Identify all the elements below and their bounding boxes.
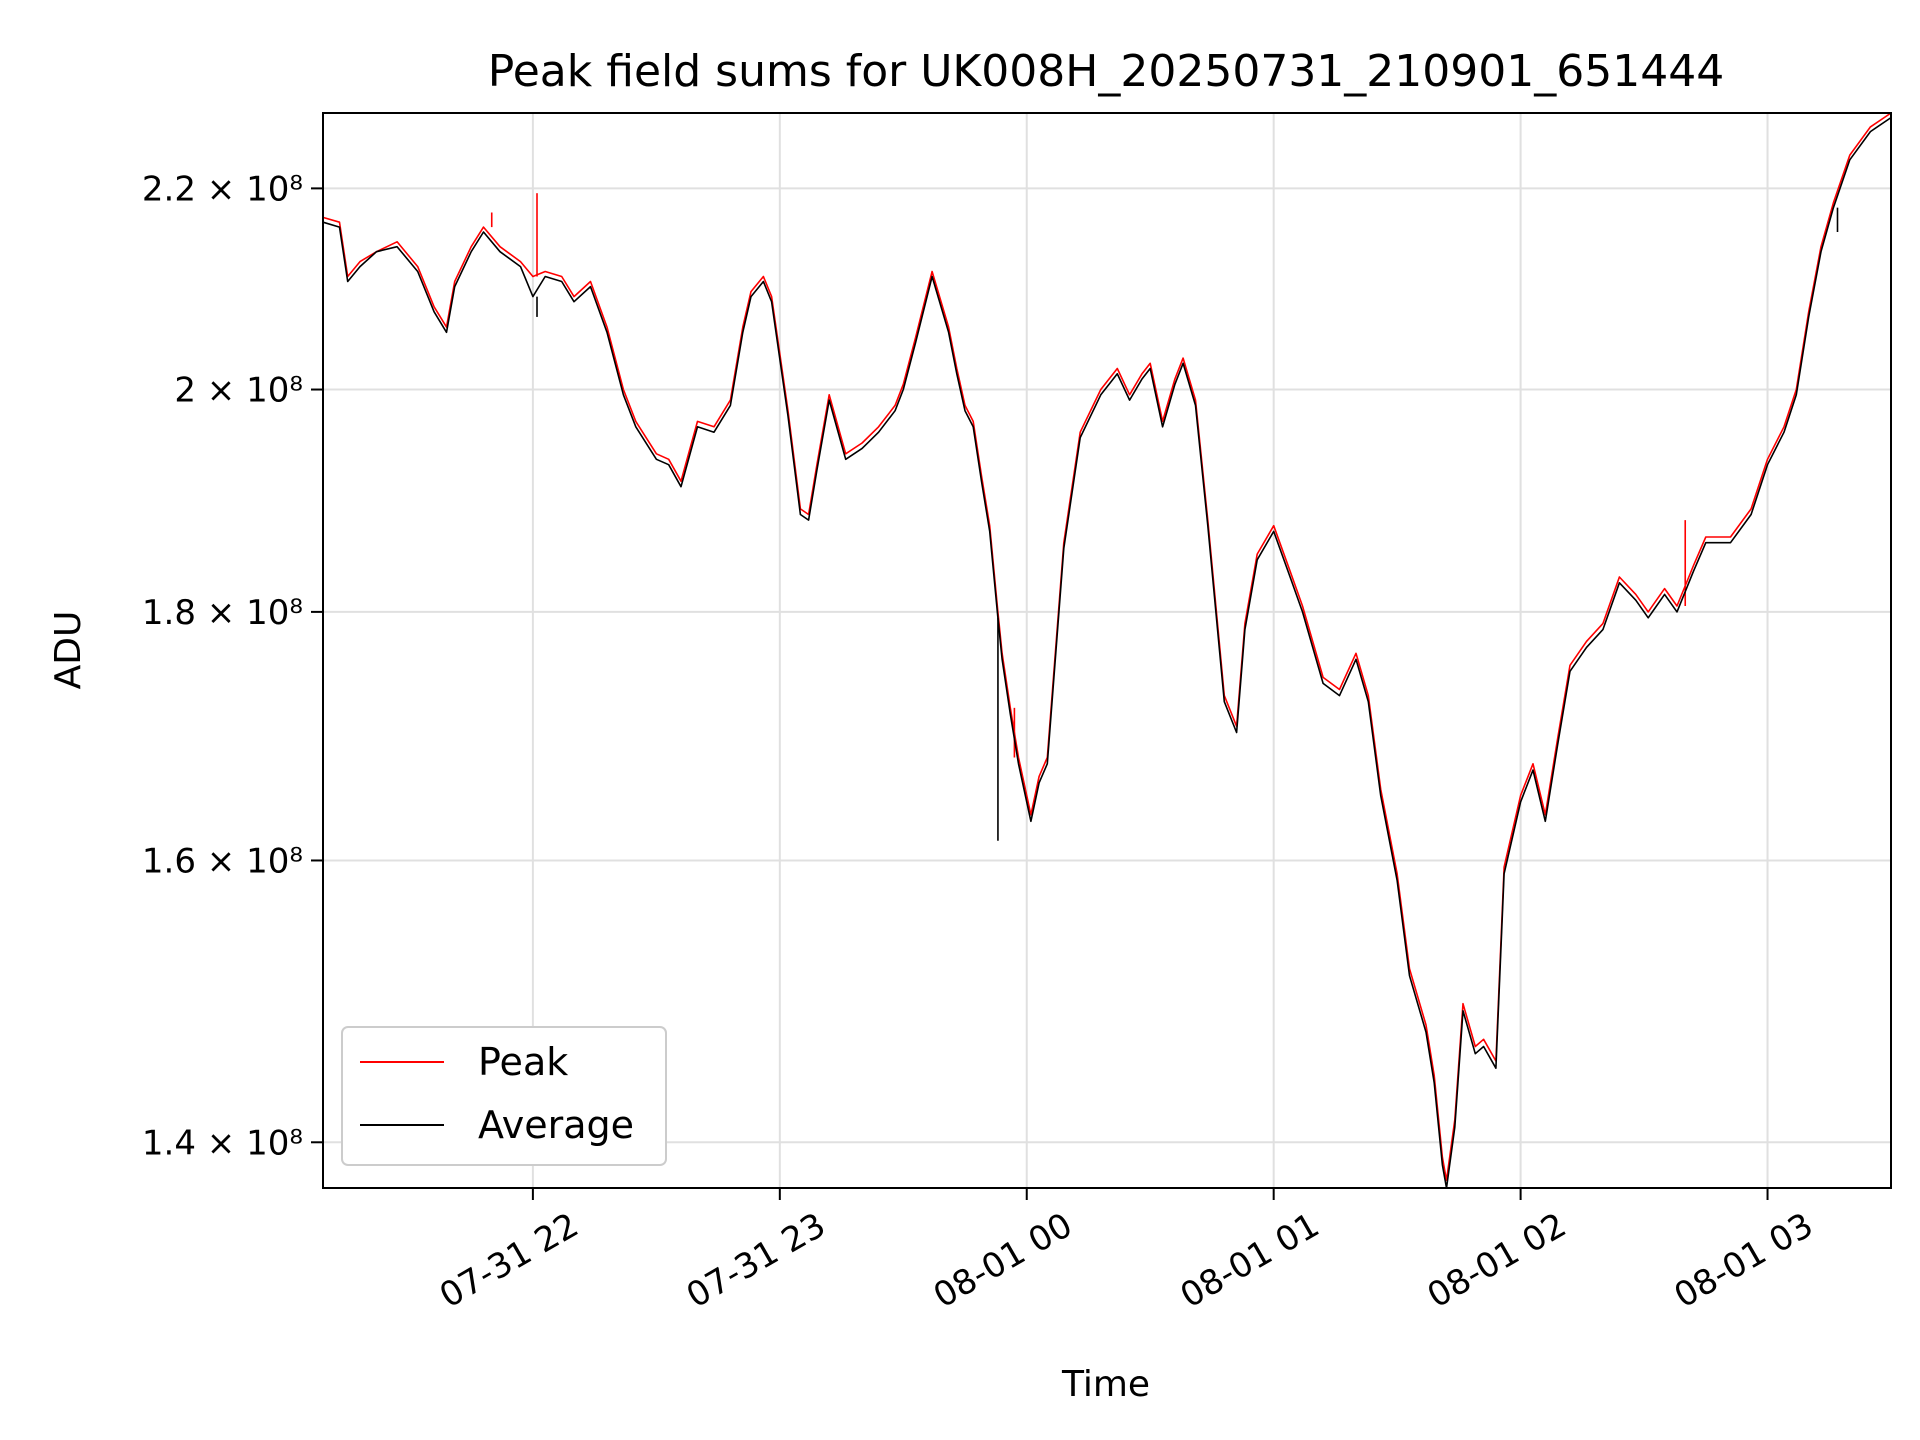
y-tick-label: 2 × 10⁸ — [174, 371, 303, 411]
y-tick-label: 1.8 × 10⁸ — [142, 593, 303, 633]
legend-label-average: Average — [478, 1103, 634, 1147]
series-line-average — [322, 116, 1892, 1189]
plot-frame — [322, 112, 1892, 1189]
y-tick-label: 2.2 × 10⁸ — [142, 169, 303, 209]
chart-title: Peak field sums for UK008H_20250731_2109… — [488, 46, 1724, 97]
series-layer — [322, 112, 1892, 1189]
y-axis-title: ADU — [48, 611, 89, 690]
x-axis-title: Time — [1061, 1364, 1150, 1405]
series-line-peak — [322, 112, 1892, 1182]
legend-label-peak: Peak — [478, 1040, 568, 1084]
y-tick-label: 1.6 × 10⁸ — [142, 841, 303, 881]
y-tick-label: 1.4 × 10⁸ — [142, 1123, 303, 1163]
legend: Peak Average — [341, 1026, 667, 1166]
